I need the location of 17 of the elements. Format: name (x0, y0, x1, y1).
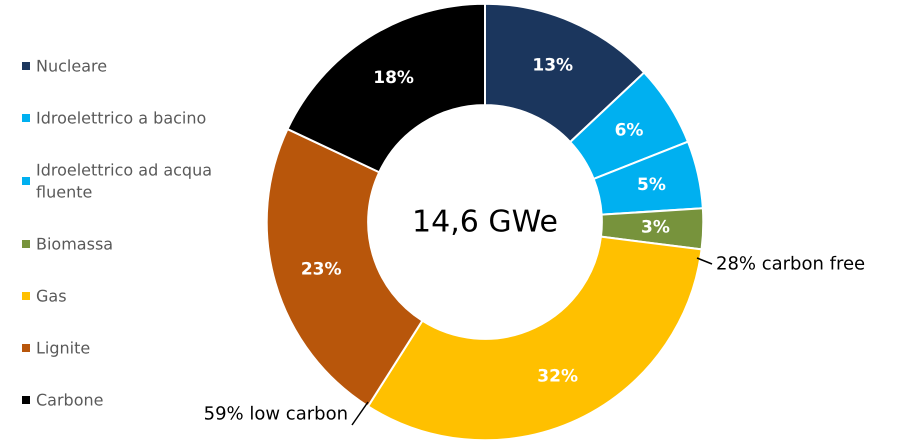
data-label: 13% (532, 55, 574, 76)
data-label: 18% (373, 68, 414, 88)
legend-label: Idroelettrico ad acqua fluente (36, 160, 218, 202)
data-label: 3% (641, 217, 670, 238)
legend-label: Idroelettrico a bacino (36, 108, 206, 128)
data-label: 5% (637, 174, 666, 195)
legend-label: Biomassa (36, 234, 114, 254)
legend-label: Nucleare (36, 56, 108, 76)
data-label: 23% (300, 260, 342, 280)
text: 28% carbon free (716, 254, 866, 274)
data-label: 6% (614, 120, 644, 141)
data-label: 32% (537, 366, 578, 386)
legend-label: Gas (36, 286, 67, 306)
legend-label: Carbone (36, 390, 104, 410)
text: 59% low carbon (204, 404, 348, 424)
legend-label: Lignite (36, 338, 90, 358)
text: 14,6 GWe (412, 204, 558, 240)
